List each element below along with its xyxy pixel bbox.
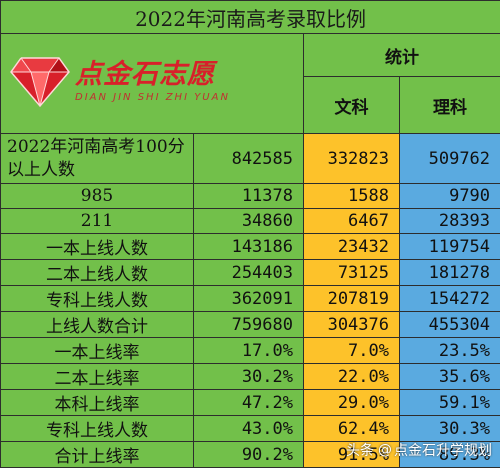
- row-label: 本科上线率: [0, 389, 194, 416]
- cell-total: 362091: [193, 285, 304, 312]
- cell-wenke: 91.5%: [303, 441, 400, 468]
- row-label: 211: [0, 208, 194, 234]
- cell-like: 119754: [398, 233, 500, 260]
- watermark-at: @: [378, 442, 392, 458]
- cell-wenke: 22.0%: [303, 363, 400, 390]
- cell-wenke: 73125: [303, 259, 400, 286]
- logo-name-en: DIAN JIN SHI ZHI YUAN: [75, 91, 230, 103]
- cell-total: 842585: [193, 133, 304, 184]
- row-label: 专科上线人数: [0, 415, 194, 442]
- cell-like: 59.1%: [398, 389, 500, 416]
- cell-total: 30.2%: [193, 363, 304, 390]
- logo-name-cn: 点金石志愿: [75, 58, 215, 90]
- cell-wenke: 62.4%: [303, 415, 400, 442]
- cell-like: 181278: [398, 259, 500, 286]
- cell-like: 35.6%: [398, 363, 500, 390]
- row-label: 二本上线人数: [0, 259, 194, 286]
- logo: 点金石志愿 DIAN JIN SHI ZHI YUAN: [9, 54, 230, 108]
- cell-total: 47.2%: [193, 389, 304, 416]
- cell-total: 43.0%: [193, 415, 304, 442]
- cell-total: 11378: [193, 183, 304, 209]
- logo-cell: 点金石志愿 DIAN JIN SHI ZHI YUAN: [0, 33, 304, 134]
- stats-header: 统计: [302, 33, 500, 77]
- row-label: 一本上线率: [0, 337, 194, 364]
- cell-like: 89.3%: [398, 441, 500, 468]
- cell-like: 154272: [398, 285, 500, 312]
- col-header-wenke: 文科: [303, 76, 400, 134]
- gem-icon: [10, 57, 70, 108]
- row-label: 合计上线率: [0, 441, 194, 468]
- cell-total: 759680: [193, 311, 304, 338]
- cell-like: 23.5%: [398, 337, 500, 364]
- cell-wenke: 23432: [303, 233, 400, 260]
- cell-total: 143186: [193, 233, 304, 260]
- table-title: 2022年河南高考录取比例: [0, 0, 500, 34]
- cell-wenke: 1588: [303, 183, 400, 209]
- source-watermark: 头条 @ 点金石升学规划: [346, 440, 492, 460]
- row-label: 985: [0, 183, 194, 209]
- cell-like: 28393: [398, 208, 500, 234]
- cell-wenke: 29.0%: [303, 389, 400, 416]
- cell-like: 9790: [398, 183, 500, 209]
- cell-like: 509762: [398, 133, 500, 184]
- col-header-like: 理科: [398, 76, 500, 134]
- cell-total: 34860: [193, 208, 304, 234]
- cell-wenke: 207819: [303, 285, 400, 312]
- cell-wenke: 332823: [303, 133, 400, 184]
- row-label: 一本上线人数: [0, 233, 194, 260]
- cell-like: 30.3%: [398, 415, 500, 442]
- row-label: 2022年河南高考100分以上人数: [0, 133, 194, 184]
- row-label: 上线人数合计: [0, 311, 194, 338]
- cell-wenke: 7.0%: [303, 337, 400, 364]
- watermark-source: 头条: [346, 443, 374, 459]
- watermark-author: 点金石升学规划: [394, 443, 492, 459]
- row-label: 二本上线率: [0, 363, 194, 390]
- cell-like: 455304: [398, 311, 500, 338]
- cell-total: 254403: [193, 259, 304, 286]
- row-label: 专科上线人数: [0, 285, 194, 312]
- cell-wenke: 304376: [303, 311, 400, 338]
- cell-wenke: 6467: [303, 208, 400, 234]
- cell-total: 90.2%: [193, 441, 304, 468]
- cell-total: 17.0%: [193, 337, 304, 364]
